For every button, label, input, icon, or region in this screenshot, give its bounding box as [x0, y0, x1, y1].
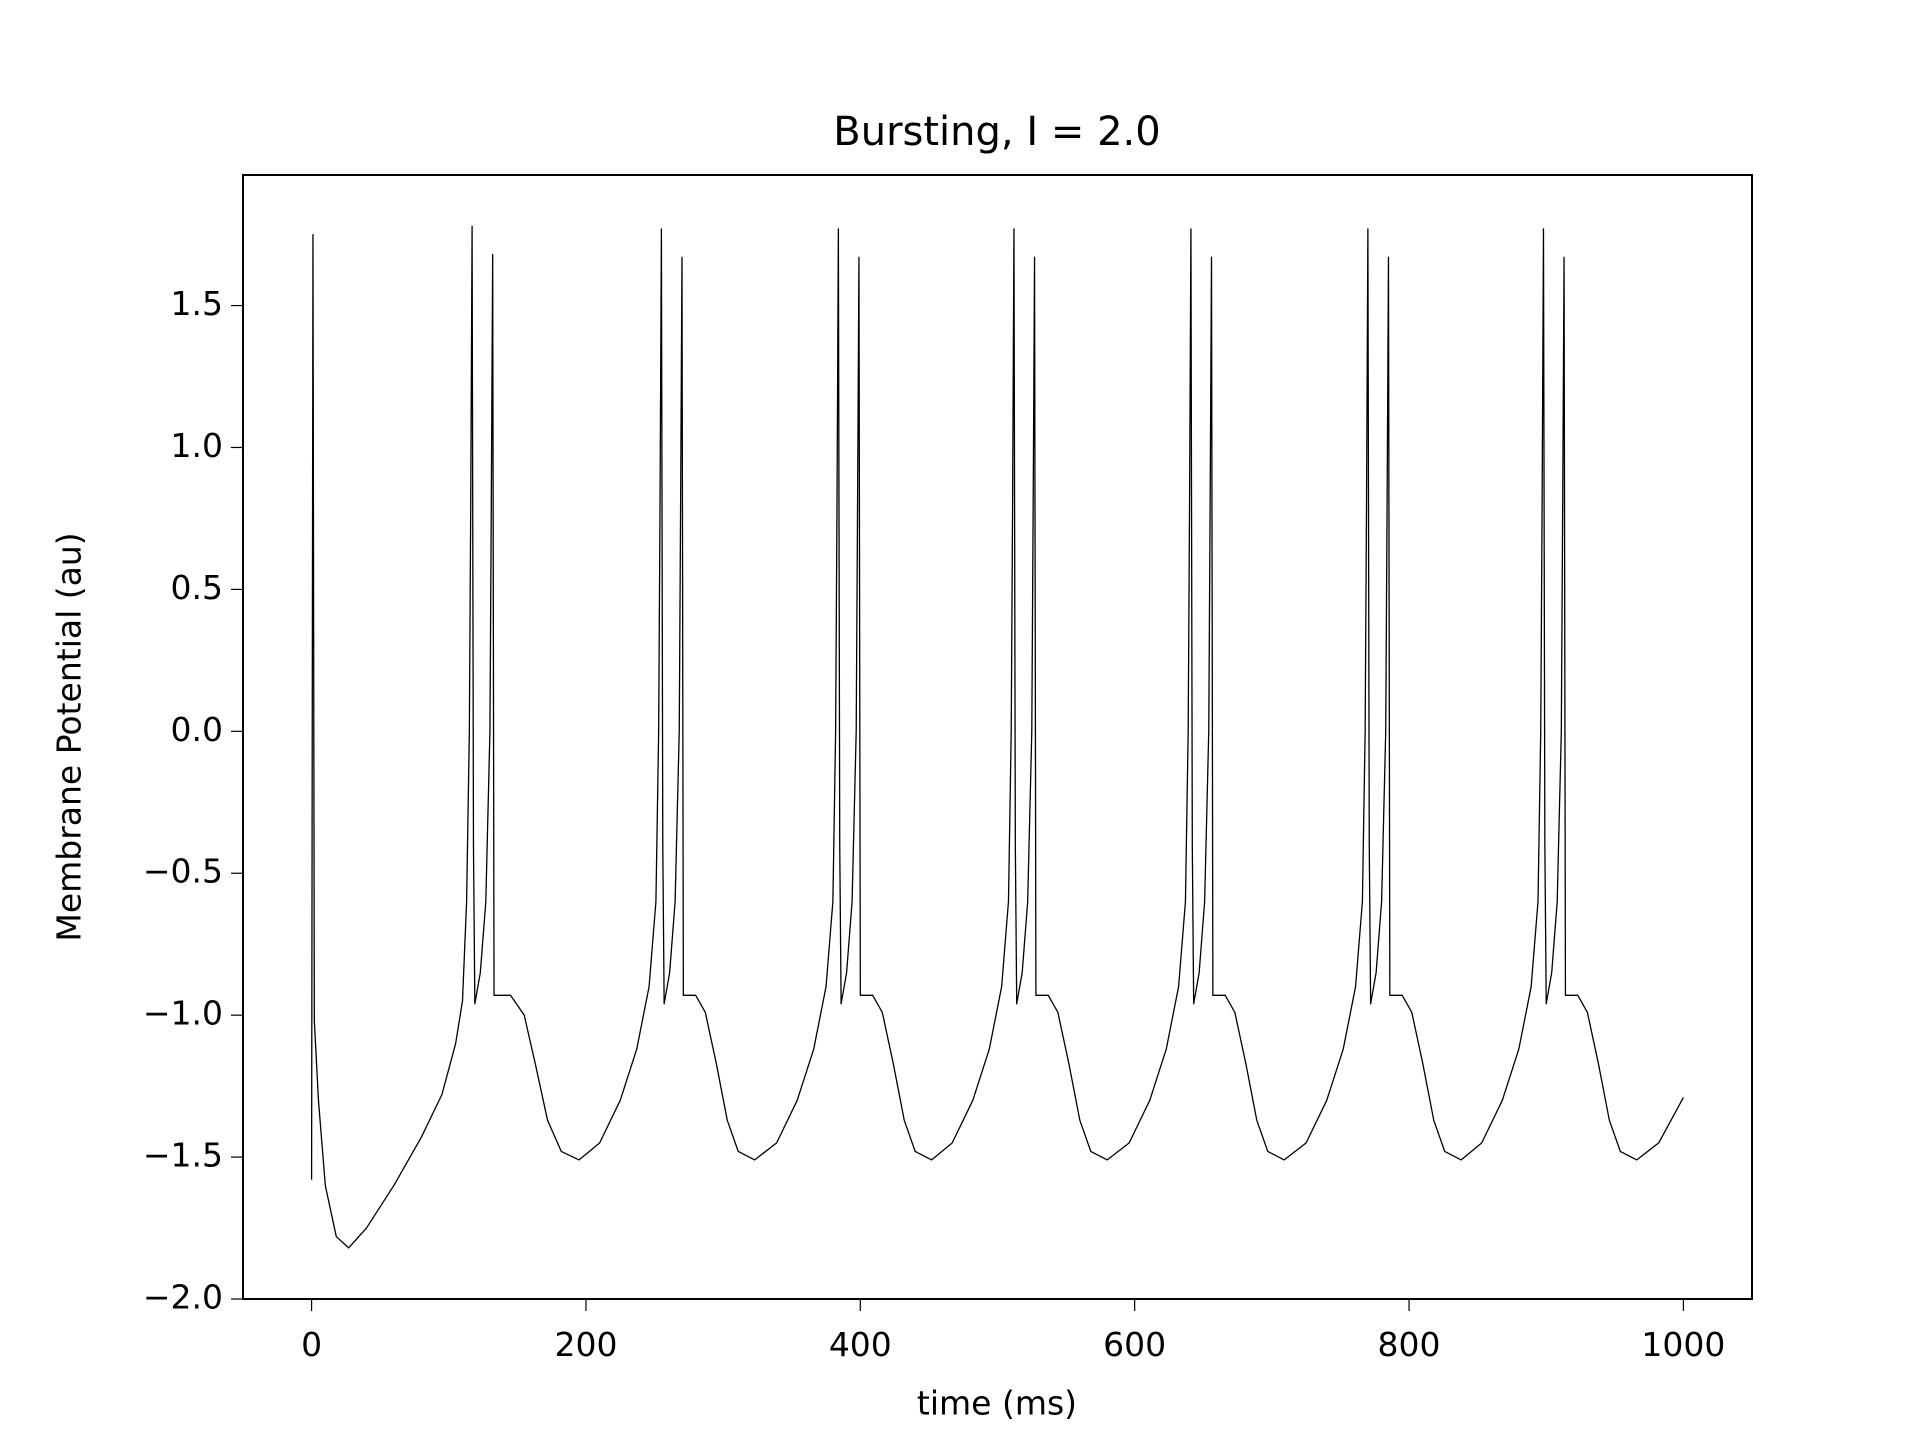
chart-title: Bursting, I = 2.0	[833, 109, 1160, 155]
data-line	[310, 225, 1684, 1249]
y-axis-label: Membrane Potential (au)	[50, 532, 89, 941]
y-tick-label: 0.5	[171, 568, 223, 607]
x-tick-label: 400	[829, 1325, 892, 1364]
y-tick-label: −0.5	[143, 852, 223, 891]
y-tick-label: −1.5	[143, 1136, 223, 1175]
y-tick-label: −1.0	[143, 994, 223, 1033]
y-tick-label: 1.5	[171, 284, 223, 323]
x-tick-label: 800	[1378, 1325, 1441, 1364]
y-tick-label: 1.0	[171, 426, 223, 465]
x-tick-label: 0	[301, 1325, 322, 1364]
x-tick-label: 200	[554, 1325, 617, 1364]
plot-frame	[242, 174, 1753, 1300]
y-tick-label: 0.0	[171, 710, 223, 749]
y-tick-label: −2.0	[143, 1278, 223, 1317]
x-tick-label: 600	[1103, 1325, 1166, 1364]
x-tick-label: 1000	[1641, 1325, 1725, 1364]
x-axis-label: time (ms)	[917, 1384, 1077, 1423]
